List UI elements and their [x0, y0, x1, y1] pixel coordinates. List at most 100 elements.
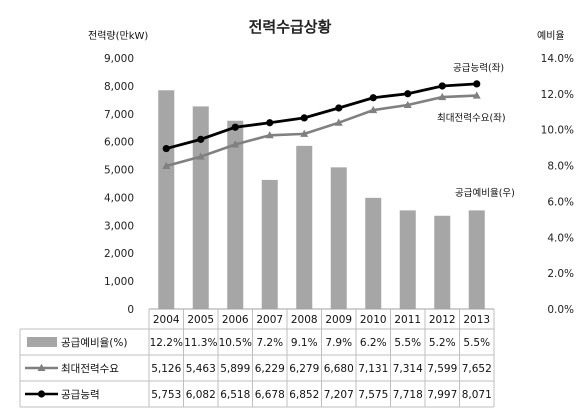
- right-tick-label: 14.0%: [541, 53, 574, 65]
- table-cell: 5,899: [220, 363, 250, 375]
- table-cell: 6.2%: [360, 337, 387, 349]
- table-cell: 9.1%: [291, 337, 318, 349]
- right-axis-label: 예비율: [537, 30, 565, 42]
- table-cell: 7,718: [393, 389, 423, 401]
- legend-key-bar: [27, 337, 57, 347]
- bar-2006: [227, 120, 244, 309]
- left-tick-label: 7,000: [104, 109, 134, 121]
- point-triangle: [334, 118, 343, 126]
- bar-2011: [399, 210, 416, 309]
- point-triangle: [300, 129, 309, 137]
- table-cell: 7.2%: [256, 337, 283, 349]
- point-circle: [162, 144, 170, 153]
- category-label: 2005: [187, 314, 214, 326]
- left-tick-label: 1,000: [104, 276, 134, 288]
- left-axis-label: 전력량(만kW): [88, 30, 148, 42]
- table-cell: 6,279: [289, 363, 319, 375]
- line-series: [162, 80, 481, 170]
- legend-entry: 최대전력수요: [61, 363, 119, 375]
- left-tick-label: 0: [127, 304, 134, 316]
- annotation-supply-capacity: 공급능력(좌): [453, 62, 504, 74]
- bar-2008: [296, 145, 313, 309]
- table-cell: 7,207: [324, 389, 354, 401]
- table-cell: 6,678: [255, 389, 285, 401]
- point-triangle: [403, 100, 412, 109]
- annotation-reserve-margin: 공급예비율(우): [455, 188, 515, 199]
- table-cell: 7.9%: [325, 337, 352, 349]
- table-cell: 11.3%: [184, 337, 217, 349]
- legend-entry: 공급능력: [61, 389, 100, 401]
- line-circle: [165, 82, 477, 150]
- right-axis-ticks: 0.0% 2.0% 4.0% 6.0% 8.0% 10.0% 12.0% 14.0%: [541, 53, 574, 316]
- category-label: 2004: [153, 314, 180, 326]
- point-circle: [369, 94, 377, 102]
- bar-2009: [330, 167, 347, 309]
- right-tick-label: 4.0%: [547, 232, 574, 244]
- point-triangle: [369, 105, 378, 114]
- table-cell: 5,753: [151, 389, 181, 401]
- table-cell: 6,082: [186, 389, 216, 401]
- point-circle: [300, 114, 308, 122]
- table-cell: 5.5%: [394, 337, 421, 349]
- table-cell: 7,314: [393, 363, 423, 375]
- right-tick-label: 8.0%: [547, 161, 574, 173]
- category-label: 2008: [291, 314, 318, 326]
- left-tick-label: 2,000: [104, 248, 134, 260]
- annotation-peak-demand: 최대전력수요(좌): [437, 112, 506, 124]
- category-label: 2011: [394, 314, 421, 326]
- point-circle: [473, 80, 481, 88]
- category-label: 2010: [360, 314, 387, 326]
- left-tick-label: 6,000: [104, 137, 134, 149]
- data-table: 2004 2005 2006 2007 2008 2009 2010 2011 2012 2013…: [19, 308, 495, 408]
- left-tick-label: 5,000: [104, 165, 134, 177]
- chart-title: 전력수급상황: [249, 18, 332, 36]
- table-cell: 6,229: [255, 363, 285, 375]
- table-cell: 7,599: [427, 363, 457, 375]
- table-cell: 6,680: [324, 363, 354, 375]
- bar-2012: [434, 215, 451, 309]
- table-cell: 7,997: [427, 389, 457, 401]
- right-tick-label: 6.0%: [547, 196, 574, 208]
- right-tick-label: 2.0%: [547, 268, 574, 280]
- table-cell: 5,463: [186, 363, 216, 375]
- point-triangle: [162, 161, 171, 170]
- table-cell: 5.5%: [463, 337, 490, 349]
- table-cell: 7,131: [358, 363, 388, 375]
- left-axis-ticks: 0 1,000 2,000 3,000 4,000 5,000 6,000 7,000 8,00…: [104, 53, 134, 316]
- bar-series: [158, 90, 485, 310]
- point-circle: [231, 123, 239, 131]
- point-circle: [438, 82, 446, 90]
- bar-2007: [261, 179, 278, 309]
- point-circle: [335, 104, 343, 112]
- point-circle: [404, 90, 412, 98]
- category-label: 2006: [222, 314, 249, 326]
- point-triangle: [196, 152, 205, 160]
- bar-2004: [158, 90, 175, 310]
- table-cell: 10.5%: [219, 337, 252, 349]
- bar-2013: [468, 210, 485, 309]
- legend-key-marker: [37, 390, 46, 398]
- left-tick-label: 8,000: [104, 81, 134, 93]
- table-cell: 5.2%: [429, 337, 456, 349]
- left-tick-label: 4,000: [104, 192, 134, 204]
- category-label: 2009: [325, 314, 352, 326]
- right-tick-label: 12.0%: [541, 89, 574, 101]
- category-label: 2007: [256, 314, 283, 326]
- right-tick-label: 10.0%: [541, 125, 574, 137]
- point-triangle: [265, 131, 274, 139]
- table-cell: 7,652: [462, 363, 492, 375]
- point-triangle: [231, 140, 240, 148]
- left-tick-label: 3,000: [104, 220, 134, 232]
- table-cell: 5,126: [151, 363, 181, 375]
- point-circle: [197, 135, 205, 143]
- series-annotations: 공급능력(좌) 최대전력수요(좌) 공급예비율(우): [437, 62, 515, 199]
- bar-2010: [365, 197, 382, 309]
- right-tick-label: 0.0%: [547, 304, 574, 316]
- point-triangle: [438, 92, 447, 101]
- table-cell: 6,518: [220, 389, 250, 401]
- point-circle: [266, 119, 274, 127]
- table-cell: 12.2%: [150, 337, 183, 349]
- table-cell: 8,071: [462, 389, 492, 401]
- table-cell: 6,852: [289, 389, 319, 401]
